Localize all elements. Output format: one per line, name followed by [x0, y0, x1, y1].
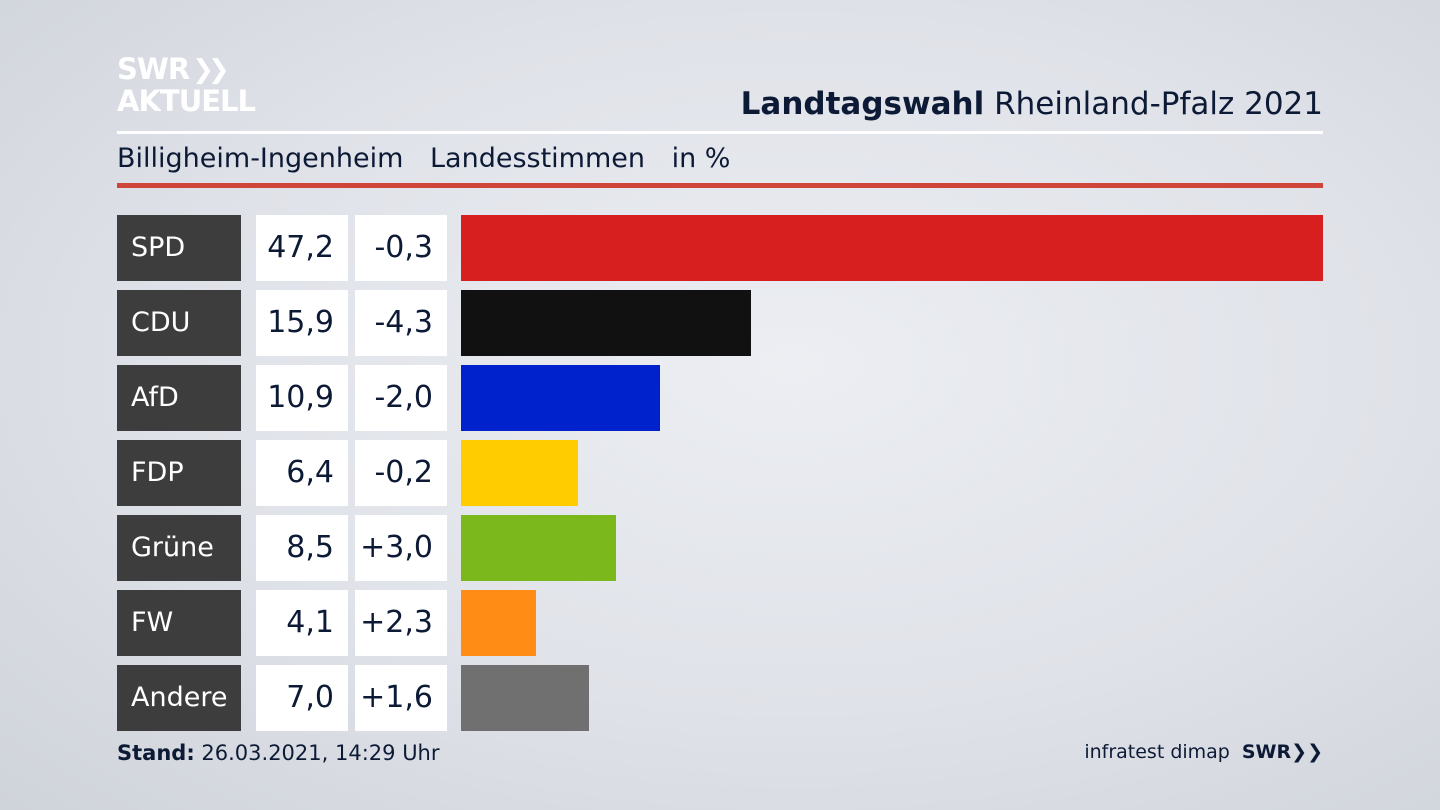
vote-share-value: 6,4 [256, 440, 348, 506]
vote-share-value: 8,5 [256, 515, 348, 581]
swr-brand: SWR❯❯ [1242, 741, 1323, 763]
vote-share-value: 4,1 [256, 590, 348, 656]
double-chevron-icon: ❯❯ [1291, 741, 1323, 763]
result-bar [461, 440, 578, 506]
result-bar [461, 590, 536, 656]
title-rest: Rheinland-Pfalz 2021 [994, 86, 1323, 122]
result-bar [461, 515, 616, 581]
source-name: infratest dimap [1084, 741, 1230, 763]
accent-divider [117, 183, 1323, 188]
result-row: Grüne 8,5 +3,0 [117, 515, 1323, 581]
party-label: CDU [117, 290, 241, 356]
vote-share-value: 47,2 [256, 215, 348, 281]
party-label: AfD [117, 365, 241, 431]
change-value: +1,6 [355, 665, 447, 731]
result-bar [461, 365, 660, 431]
timestamp: Stand: 26.03.2021, 14:29 Uhr [117, 741, 440, 765]
stand-value: 26.03.2021, 14:29 Uhr [201, 741, 440, 765]
party-label: SPD [117, 215, 241, 281]
result-bar [461, 290, 751, 356]
result-row: SPD 47,2 -0,3 [117, 215, 1323, 281]
logo-line2: AKTUELL [117, 84, 256, 118]
header-divider [117, 131, 1323, 134]
swr-aktuell-logo: SWR ❯❯ AKTUELL [117, 52, 256, 118]
title-bold: Landtagswahl [740, 86, 985, 122]
change-value: +3,0 [355, 515, 447, 581]
vote-share-value: 10,9 [256, 365, 348, 431]
change-value: -4,3 [355, 290, 447, 356]
result-row: FW 4,1 +2,3 [117, 590, 1323, 656]
swr-brand-text: SWR [1241, 741, 1292, 763]
result-bar [461, 665, 589, 731]
party-label: FDP [117, 440, 241, 506]
stand-label: Stand: [117, 741, 195, 765]
change-value: -0,2 [355, 440, 447, 506]
subtitle-unit: in % [671, 143, 731, 174]
vote-share-value: 7,0 [256, 665, 348, 731]
result-row: FDP 6,4 -0,2 [117, 440, 1323, 506]
subtitle-place: Billigheim-Ingenheim [117, 143, 404, 174]
change-value: +2,3 [355, 590, 447, 656]
result-row: CDU 15,9 -4,3 [117, 290, 1323, 356]
subtitle: Billigheim-Ingenheim Landesstimmen in % [117, 143, 748, 174]
party-label: Andere [117, 665, 241, 731]
vote-share-value: 15,9 [256, 290, 348, 356]
result-row: Andere 7,0 +1,6 [117, 665, 1323, 731]
party-label: FW [117, 590, 241, 656]
party-label: Grüne [117, 515, 241, 581]
logo-line1: SWR [117, 52, 190, 86]
double-chevron-icon: ❯❯ [192, 54, 229, 85]
change-value: -2,0 [355, 365, 447, 431]
subtitle-type: Landesstimmen [430, 143, 645, 174]
source-credit: infratest dimap SWR❯❯ [1084, 741, 1323, 763]
result-bar [461, 215, 1323, 281]
page-title: Landtagswahl Rheinland-Pfalz 2021 [741, 86, 1323, 122]
change-value: -0,3 [355, 215, 447, 281]
result-row: AfD 10,9 -2,0 [117, 365, 1323, 431]
